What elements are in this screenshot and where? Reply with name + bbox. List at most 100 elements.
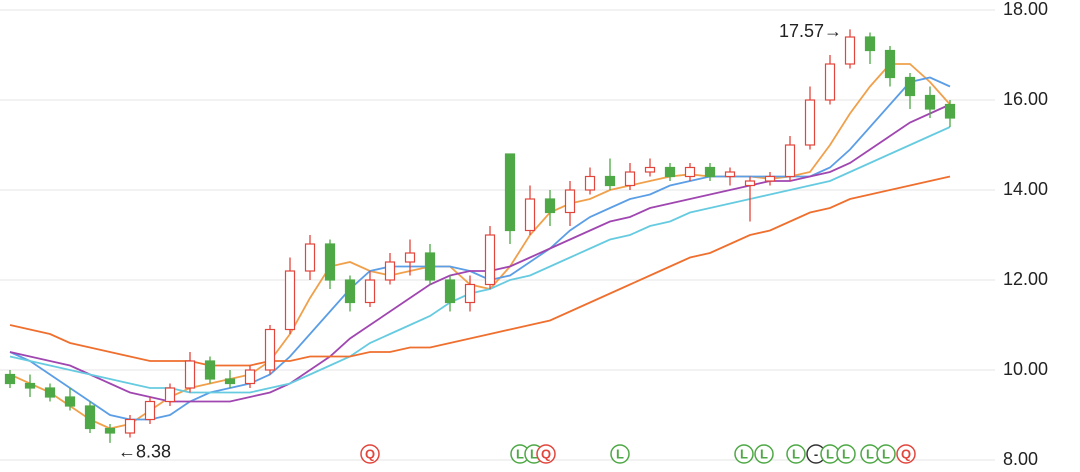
- candle-body: [864, 36, 876, 52]
- candle-body: [384, 261, 396, 281]
- candle-body: [664, 166, 676, 178]
- candle-body: [164, 387, 176, 403]
- candle-body: [264, 328, 276, 371]
- candle-body: [404, 252, 416, 263]
- y-tick-label: 10.00: [1003, 359, 1048, 379]
- candle-body: [444, 279, 456, 304]
- candle: [264, 325, 276, 375]
- event-label: L: [760, 446, 768, 461]
- candle-body: [284, 270, 296, 331]
- y-tick-label: 16.00: [1003, 89, 1048, 109]
- candle-body: [524, 198, 536, 232]
- candle-body: [644, 166, 656, 173]
- event-label: L: [882, 446, 890, 461]
- event-marker: L: [836, 444, 856, 464]
- candle: [924, 86, 936, 118]
- candle: [944, 100, 956, 127]
- candle-body: [684, 166, 696, 178]
- event-marker: Q: [536, 444, 556, 464]
- candle: [344, 275, 356, 312]
- candle-body: [564, 189, 576, 214]
- candle: [224, 370, 236, 388]
- candle: [24, 374, 36, 397]
- event-circle: [836, 444, 856, 464]
- event-label: L: [842, 446, 850, 461]
- event-circle: [896, 444, 916, 464]
- candle: [4, 370, 16, 388]
- event-label: -: [814, 446, 818, 461]
- candle: [104, 424, 116, 443]
- event-label: L: [792, 446, 800, 461]
- event-circle: [786, 444, 806, 464]
- candle: [384, 253, 396, 285]
- candle: [664, 163, 676, 181]
- candle-body: [64, 396, 76, 407]
- candle: [44, 383, 56, 402]
- candle: [164, 383, 176, 406]
- candle-body: [824, 63, 836, 101]
- candle: [824, 55, 836, 105]
- candle-body: [784, 144, 796, 178]
- candle: [484, 226, 496, 289]
- candle-body: [24, 382, 36, 389]
- event-label: L: [530, 446, 538, 461]
- candle-body: [924, 94, 936, 110]
- candle: [84, 401, 96, 433]
- candle-body: [484, 234, 496, 286]
- candle: [844, 29, 856, 69]
- event-label: L: [866, 446, 874, 461]
- candle: [544, 190, 556, 226]
- event-circle: [610, 444, 630, 464]
- candle: [684, 163, 696, 181]
- event-label: Q: [541, 446, 551, 461]
- candle: [884, 46, 896, 87]
- event-circle: [734, 444, 754, 464]
- y-tick-label: 14.00: [1003, 179, 1048, 199]
- moving-average-line: [9, 126, 951, 394]
- event-marker: Q: [360, 444, 380, 464]
- candle: [904, 73, 916, 109]
- candle-body: [364, 279, 376, 304]
- moving-average-line: [9, 175, 951, 367]
- candle: [564, 181, 576, 226]
- candle: [184, 352, 196, 393]
- candle: [464, 275, 476, 312]
- event-label: L: [616, 446, 624, 461]
- event-marker: L: [734, 444, 754, 464]
- candle-body: [904, 76, 916, 97]
- candle: [704, 163, 716, 181]
- candle-body: [344, 279, 356, 304]
- candle-body: [724, 171, 736, 178]
- event-marker: Q: [896, 444, 916, 464]
- moving-average-line: [9, 103, 951, 403]
- candle-body: [844, 36, 856, 65]
- candle: [204, 356, 216, 384]
- candle: [784, 136, 796, 181]
- candle: [524, 185, 536, 235]
- candle-body: [464, 283, 476, 304]
- candle: [644, 158, 656, 177]
- event-label: L: [740, 446, 748, 461]
- candle-body: [584, 175, 596, 191]
- price-annotation: 17.57→: [779, 21, 842, 41]
- candle-body: [544, 198, 556, 214]
- candle: [744, 176, 756, 222]
- candle-body: [504, 153, 516, 232]
- event-circle: [876, 444, 896, 464]
- candle: [324, 239, 336, 289]
- candle-body: [304, 243, 316, 272]
- candle: [624, 163, 636, 190]
- candle: [804, 86, 816, 150]
- candle: [864, 32, 876, 64]
- event-marker: L: [786, 444, 806, 464]
- candle-body: [224, 378, 236, 385]
- candle-body: [884, 49, 896, 79]
- candle: [584, 167, 596, 195]
- candle-body: [944, 103, 956, 119]
- event-label: Q: [365, 446, 375, 461]
- candle-body: [604, 175, 616, 187]
- candle-body: [84, 405, 96, 430]
- candle-body: [424, 252, 436, 281]
- event-circle: [360, 444, 380, 464]
- candle: [284, 257, 296, 334]
